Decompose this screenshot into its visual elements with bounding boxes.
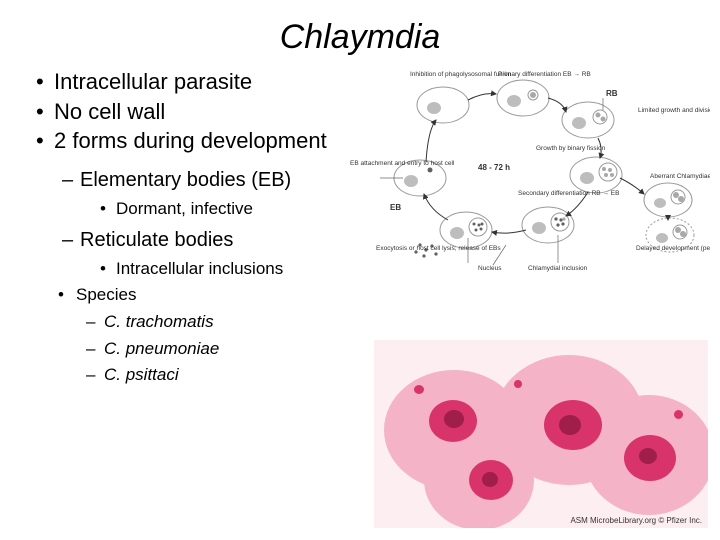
bullet-text: Dormant, infective xyxy=(116,199,253,218)
micrograph-image: ASM MicrobeLibrary.org © Pfizer Inc. xyxy=(374,340,708,528)
bullet-text: Reticulate bodies xyxy=(80,229,233,251)
diagram-label: Inhibition of phagolysosomal fusion xyxy=(410,71,512,78)
bullet-text: C. trachomatis xyxy=(104,312,214,331)
diagram-label: EB xyxy=(390,203,401,212)
bullet-text: Species xyxy=(76,285,136,304)
bullet-item: •Species xyxy=(58,283,710,308)
bullet-text: No cell wall xyxy=(54,99,165,124)
diagram-label: Aberrant Chlamydiae xyxy=(650,173,710,180)
slide-title: Chlaymdia xyxy=(0,0,720,67)
micrograph-caption: ASM MicrobeLibrary.org © Pfizer Inc. xyxy=(570,516,702,525)
diagram-label: EB attachment and entry to host cell xyxy=(350,160,455,167)
lifecycle-diagram: Inhibition of phagolysosomal fusion Prim… xyxy=(348,70,710,282)
bullet-text: Intracellular inclusions xyxy=(116,259,283,278)
diagram-label: Primary differentiation EB → RB xyxy=(498,71,591,78)
bullet-text: C. pneumoniae xyxy=(104,339,219,358)
bullet-text: 2 forms during development xyxy=(54,128,327,153)
bullet-text: Intracellular parasite xyxy=(54,69,252,94)
diagram-label: Delayed development (persistence?) and f… xyxy=(636,245,710,252)
bullet-text: C. psittaci xyxy=(104,365,179,384)
bullet-text: Elementary bodies (EB) xyxy=(80,169,291,191)
diagram-label: Chlamydial inclusion xyxy=(528,265,588,272)
diagram-label: 48 - 72 h xyxy=(478,163,510,172)
diagram-label: Secondary differentiation RB → EB xyxy=(518,190,619,197)
diagram-label: RB xyxy=(606,89,618,98)
bullet-item: –C. trachomatis xyxy=(86,310,710,335)
diagram-label: Nucleus xyxy=(478,265,502,272)
diagram-label: Exocytosis or host cell lysis; release o… xyxy=(376,245,501,252)
diagram-label: Growth by binary fission xyxy=(536,145,606,152)
diagram-label: Limited growth and division xyxy=(638,107,710,114)
